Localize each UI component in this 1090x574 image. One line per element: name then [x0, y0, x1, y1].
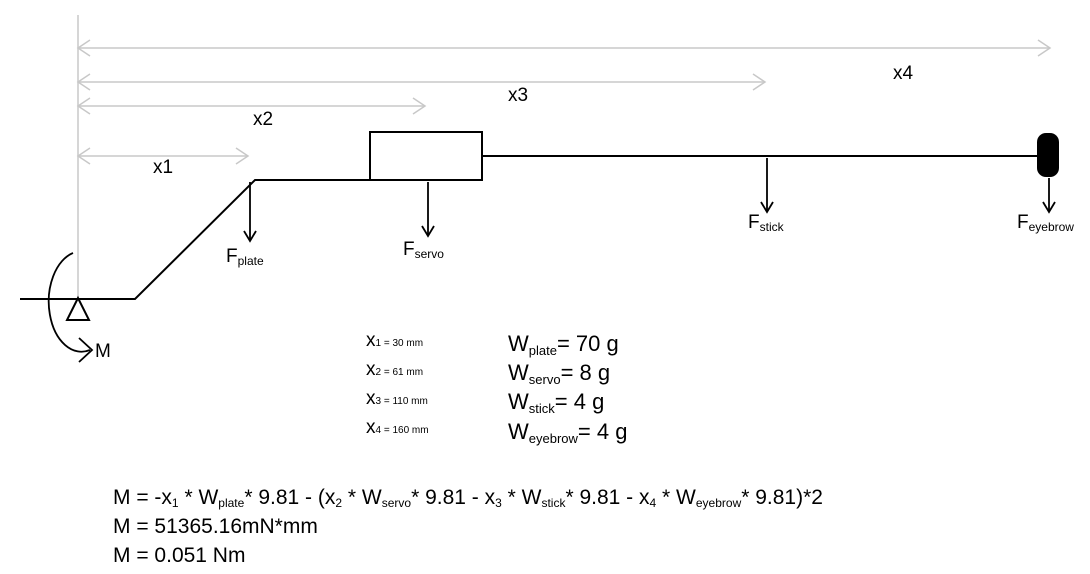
- dimension-x2-arrow: [76, 97, 427, 115]
- distance-x2: x2 = 61 mm: [366, 359, 424, 380]
- weight-plate: Wplate= 70 g: [508, 331, 619, 358]
- force-label-servo: Fservo: [403, 239, 444, 261]
- moment-label: M: [95, 341, 111, 362]
- force-label-stick: Fstick: [748, 212, 784, 234]
- force-arrow-eyebrow: [1042, 178, 1056, 214]
- distance-x4: x4 = 160 mm: [366, 417, 429, 438]
- force-arrow-plate: [243, 182, 257, 243]
- dimension-x1-arrow: [76, 147, 250, 165]
- pivot-support: [65, 295, 91, 321]
- distance-x1: x1 = 30 mm: [366, 330, 424, 351]
- dimension-x3-arrow: [76, 73, 767, 91]
- moment-arrow: [47, 252, 94, 363]
- moment-equation: M = -x1 * Wplate* 9.81 - (x2 * Wservo* 9…: [113, 486, 823, 510]
- weight-servo: Wservo= 8 g: [508, 360, 611, 387]
- force-label-eyebrow: Feyebrow: [1017, 212, 1074, 234]
- servo-block: [369, 131, 483, 181]
- x4-dimension-label: x4: [893, 63, 914, 84]
- weight-eyebrow: Weyebrow= 4 g: [508, 419, 628, 446]
- x2-dimension-label: x2: [253, 109, 274, 130]
- force-label-plate: Fplate: [226, 246, 264, 268]
- moment-result-mnmm: M = 51365.16mN*mm: [113, 515, 318, 538]
- x1-dimension-label: x1: [153, 157, 174, 178]
- force-arrow-stick: [760, 158, 774, 214]
- moment-result-nm: M = 0.051 Nm: [113, 544, 246, 567]
- weight-stick: Wstick= 4 g: [508, 389, 605, 416]
- force-arrow-servo: [421, 182, 435, 238]
- x3-dimension-label: x3: [508, 85, 529, 106]
- distance-x3: x3 = 110 mm: [366, 388, 428, 409]
- eyebrow-mass: [1037, 133, 1059, 177]
- dimension-x4-arrow: [76, 39, 1052, 57]
